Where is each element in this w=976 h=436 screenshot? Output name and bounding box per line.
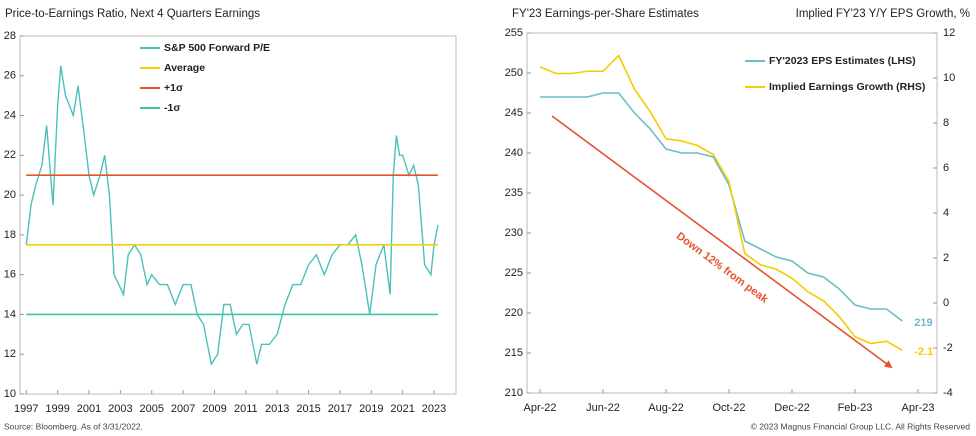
y-tick-label: 20 [4, 189, 16, 201]
x-tick-label: 2023 [422, 403, 446, 415]
series-line [540, 92, 903, 322]
copyright: © 2023 Magnus Financial Group LLC. All R… [751, 421, 971, 431]
x-tick-label: Feb-23 [838, 402, 873, 414]
y2-tick-label: 8 [943, 117, 949, 129]
x-tick-label: 2005 [139, 403, 163, 415]
legend-label: Average [164, 62, 205, 74]
y2-tick-label: 10 [943, 72, 955, 84]
y2-tick-label: -4 [943, 387, 953, 399]
y-tick-label: 215 [505, 347, 523, 359]
y-tick-label: 10 [4, 388, 16, 400]
y-tick-label: 230 [505, 227, 523, 239]
series-line [25, 65, 439, 367]
y2-tick-label: 6 [943, 162, 949, 174]
y-tick-label: 250 [505, 67, 523, 79]
x-tick-label: 2011 [234, 403, 258, 415]
legend-label: -1σ [164, 102, 181, 114]
x-tick-label: Apr-22 [523, 402, 556, 414]
x-tick-label: Dec-22 [774, 402, 809, 414]
legend-label: +1σ [164, 82, 183, 94]
y-tick-label: 18 [4, 229, 16, 241]
data-label: 219 [914, 317, 932, 329]
x-tick-label: 2013 [265, 403, 289, 415]
legend-label: S&P 500 Forward P/E [164, 42, 270, 54]
y-tick-label: 240 [505, 147, 523, 159]
x-tick-label: 1997 [14, 403, 38, 415]
chart-title: Price-to-Earnings Ratio, Next 4 Quarters… [5, 8, 260, 20]
x-tick-label: 2021 [390, 403, 414, 415]
y-tick-label: 245 [505, 107, 523, 119]
legend-label: Implied Earnings Growth (RHS) [769, 81, 925, 93]
y-tick-label: 26 [4, 70, 16, 82]
y-tick-label: 12 [4, 348, 16, 360]
y-tick-label: 28 [4, 30, 16, 42]
x-tick-label: 2017 [328, 403, 352, 415]
x-tick-label: 2019 [359, 403, 383, 415]
x-tick-label: 2003 [108, 403, 132, 415]
y-tick-label: 210 [505, 387, 523, 399]
x-tick-label: 1999 [45, 403, 69, 415]
y-tick-label: 22 [4, 149, 16, 161]
y-tick-label: 225 [505, 267, 523, 279]
plot-frame [19, 35, 457, 395]
y-tick-label: 220 [505, 307, 523, 319]
y2-tick-label: 0 [943, 297, 949, 309]
y-tick-label: 16 [4, 269, 16, 281]
y-tick-label: 24 [4, 109, 16, 121]
trend-arrow [551, 115, 893, 369]
y2-tick-label: 4 [943, 207, 949, 219]
x-tick-label: 2007 [171, 403, 195, 415]
y-tick-label: 14 [4, 308, 16, 320]
legend-label: FY'2023 EPS Estimates (LHS) [769, 55, 916, 67]
y2-tick-label: -2 [943, 342, 953, 354]
chart-title: FY'23 Earnings-per-Share Estimates [512, 8, 699, 20]
y-tick-label: 255 [505, 27, 523, 39]
x-tick-label: 2001 [77, 403, 101, 415]
x-tick-label: Apr-23 [901, 402, 934, 414]
y2-axis-title: Implied FY'23 Y/Y EPS Growth, % [796, 8, 970, 20]
x-tick-label: 2015 [296, 403, 320, 415]
x-tick-label: 2009 [202, 403, 226, 415]
x-tick-label: Aug-22 [648, 402, 683, 414]
data-label: -2.1 [914, 346, 933, 358]
y2-tick-label: 2 [943, 252, 949, 264]
x-tick-label: Jun-22 [586, 402, 620, 414]
source-note: Source: Bloomberg. As of 3/31/2022. [4, 421, 143, 431]
y-tick-label: 235 [505, 187, 523, 199]
y2-tick-label: 12 [943, 27, 955, 39]
series-line [539, 54, 903, 351]
x-tick-label: Oct-22 [712, 402, 745, 414]
